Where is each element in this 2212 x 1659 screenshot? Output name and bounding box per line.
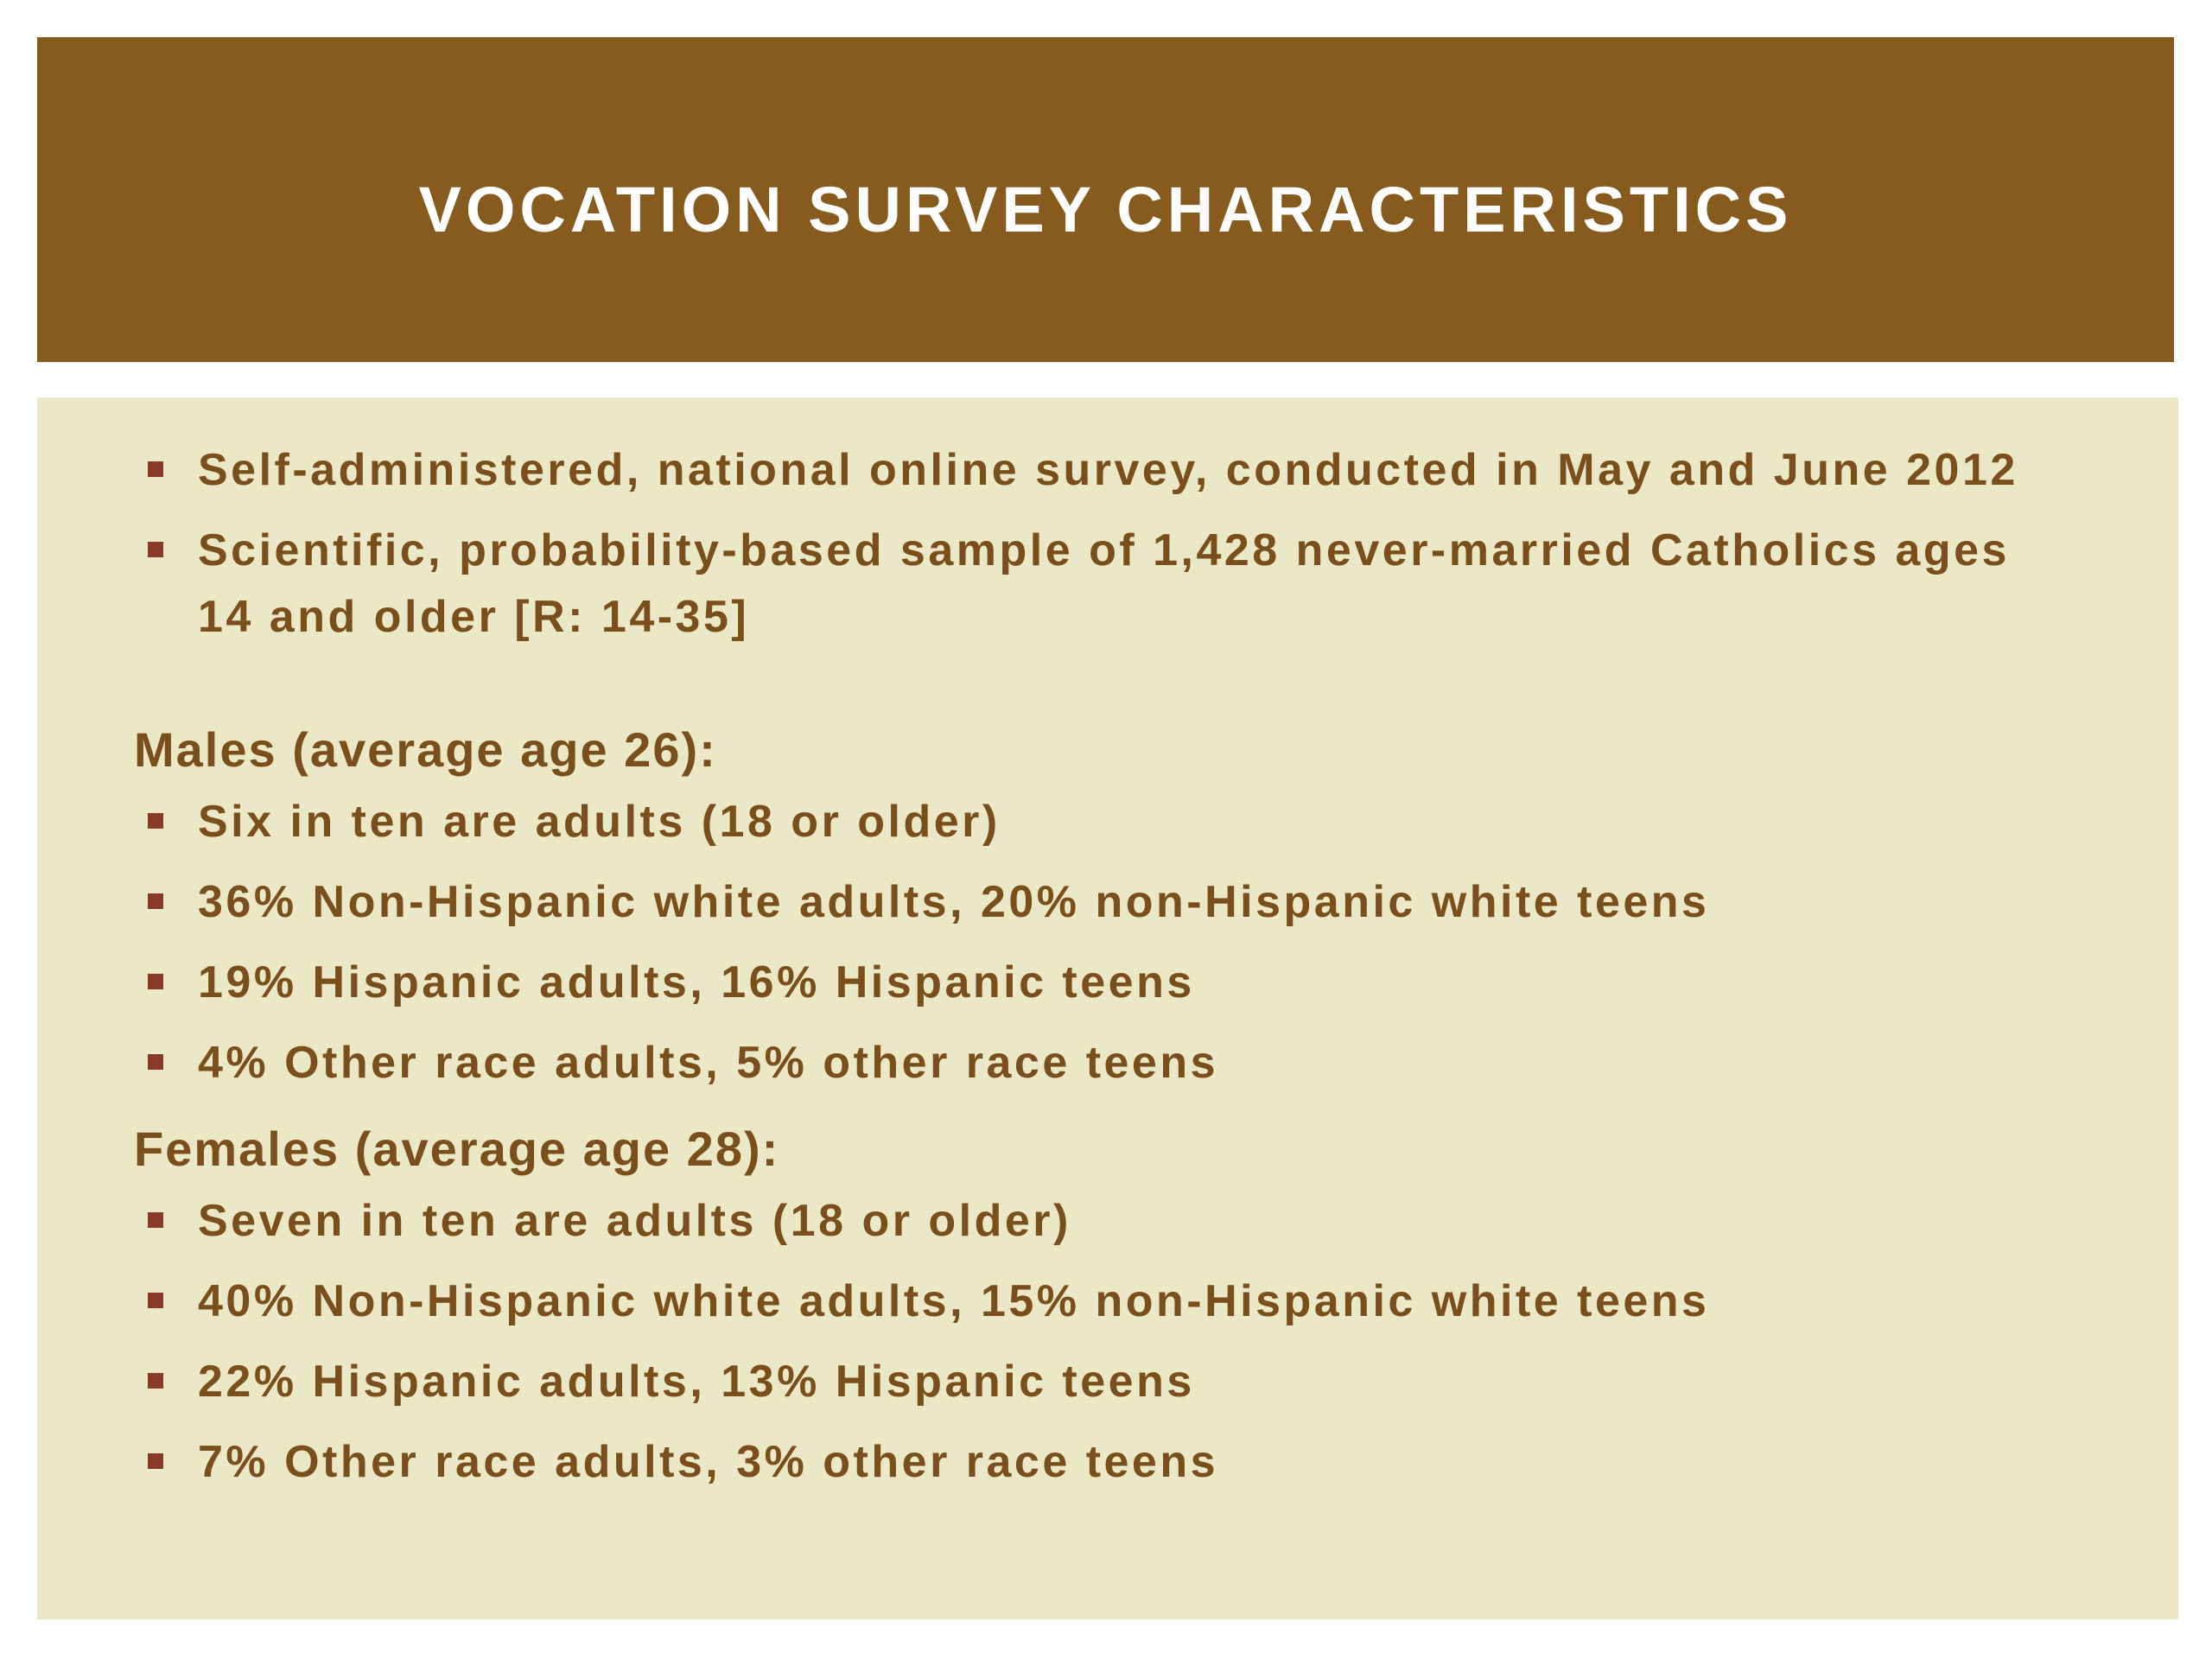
group-heading: Females (average age 28): xyxy=(134,1122,780,1176)
bullet-item: 19% Hispanic adults, 16% Hispanic teens xyxy=(134,950,2035,1016)
bullet-item: 7% Other race adults, 3% other race teen… xyxy=(134,1429,2035,1496)
bullet-item: Six in ten are adults (18 or older) xyxy=(134,789,2035,855)
bullet-item: 36% Non-Hispanic white adults, 20% non-H… xyxy=(134,869,2035,936)
bullet-item: 22% Hispanic adults, 13% Hispanic teens xyxy=(134,1349,2035,1415)
bullet-list: Seven in ten are adults (18 or older) 40%… xyxy=(134,1188,2035,1496)
group: Males (average age 26): Six in ten are ad… xyxy=(134,711,2035,1096)
content-panel: Self-administered, national online surve… xyxy=(37,397,2178,1619)
bullet-item: Scientific, probability-based sample of … xyxy=(134,518,2035,651)
bullet-item: 40% Non-Hispanic white adults, 15% non-H… xyxy=(134,1268,2035,1335)
groups: Males (average age 26): Six in ten are ad… xyxy=(134,711,2035,1496)
slide-title: VOCATION SURVEY CHARACTERISTICS xyxy=(418,174,1793,245)
bullet-item: 4% Other race adults, 5% other race teen… xyxy=(134,1030,2035,1096)
content: Self-administered, national online surve… xyxy=(134,437,2035,1510)
intro-list: Self-administered, national online surve… xyxy=(134,437,2035,651)
bullet-item: Seven in ten are adults (18 or older) xyxy=(134,1188,2035,1255)
group: Females (average age 28): Seven in ten ar… xyxy=(134,1110,2035,1496)
bullet-list: Six in ten are adults (18 or older) 36% N… xyxy=(134,789,2035,1096)
group-heading: Males (average age 26): xyxy=(134,722,717,777)
header-band: VOCATION SURVEY CHARACTERISTICS xyxy=(37,37,2174,362)
bullet-item: Self-administered, national online surve… xyxy=(134,437,2035,504)
